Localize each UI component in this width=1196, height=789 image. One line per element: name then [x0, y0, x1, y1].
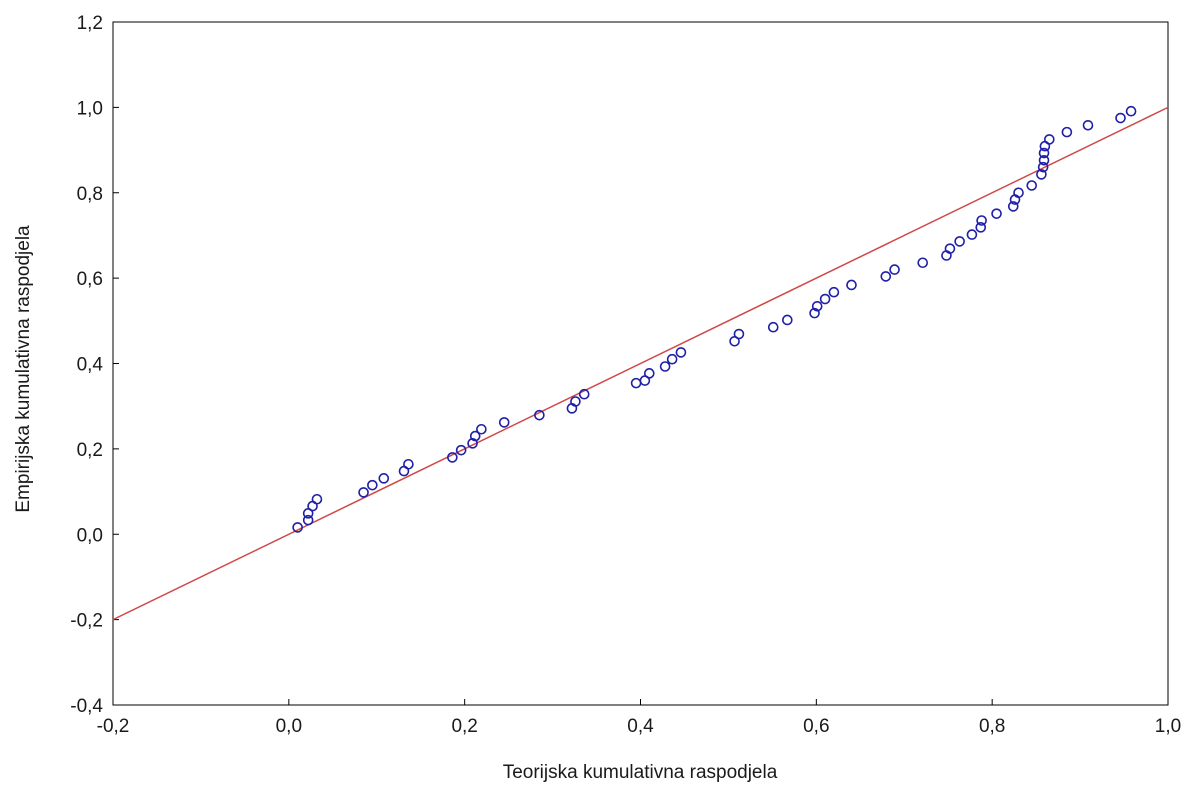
y-tick-label: 0,0 — [77, 525, 103, 546]
data-point — [1061, 126, 1073, 138]
data-point — [534, 409, 545, 421]
data-point — [846, 279, 857, 291]
data-point — [880, 271, 892, 282]
data-points — [292, 105, 1137, 533]
x-tick-label: 0,4 — [627, 716, 654, 737]
data-point — [358, 487, 369, 498]
data-point — [643, 368, 655, 379]
data-point — [578, 388, 590, 400]
data-point — [1125, 105, 1137, 117]
data-point — [476, 423, 487, 435]
data-point — [954, 236, 965, 247]
data-point — [819, 293, 831, 305]
x-axis-ticks: -0,2 0,0 0,2 0,4 0,6 0,8 1,0 — [97, 699, 1181, 737]
data-point — [659, 361, 671, 372]
data-point — [455, 444, 467, 456]
x-tick-label: 0,2 — [451, 716, 477, 737]
data-point — [1007, 201, 1019, 212]
data-point — [1115, 112, 1126, 124]
y-tick-label: 0,2 — [77, 440, 103, 461]
data-point — [811, 300, 823, 312]
y-tick-label: 0,8 — [77, 184, 103, 205]
data-point — [809, 307, 820, 319]
data-point — [469, 430, 481, 442]
y-tick-label: 0,6 — [77, 269, 103, 290]
data-point — [1044, 134, 1055, 145]
x-tick-label: 1,0 — [1155, 716, 1181, 737]
data-point — [889, 264, 900, 275]
data-point — [447, 452, 458, 463]
x-tick-label: 0,6 — [803, 716, 829, 737]
y-tick-label: 1,0 — [77, 98, 103, 119]
data-point — [966, 229, 978, 240]
data-point — [378, 473, 390, 484]
data-point — [1082, 120, 1094, 131]
data-point — [1013, 187, 1024, 199]
x-axis-title: Teorijska kumulativna raspodjela — [503, 762, 778, 783]
data-point — [991, 208, 1002, 219]
data-point — [1038, 147, 1050, 159]
data-point — [975, 222, 987, 233]
data-point — [498, 417, 510, 428]
data-point — [767, 321, 779, 333]
data-point — [467, 438, 478, 449]
data-point — [1038, 155, 1050, 166]
data-point — [1026, 180, 1038, 191]
x-tick-label: 0,8 — [979, 716, 1005, 737]
data-point — [1036, 169, 1047, 180]
data-point — [828, 286, 840, 298]
data-point — [666, 353, 678, 365]
y-tick-label: 0,4 — [77, 355, 104, 376]
x-tick-label: 0,0 — [276, 716, 302, 737]
data-point — [944, 243, 956, 254]
y-axis-title: Empirijska kumulativna raspodjela — [13, 225, 34, 513]
y-axis-ticks: -0,4 -0,2 0,0 0,2 0,4 0,6 0,8 1,0 1,2 — [70, 13, 119, 717]
data-point — [1037, 161, 1049, 173]
data-point — [733, 328, 745, 340]
data-point — [570, 396, 581, 407]
reference-line — [112, 106, 1169, 621]
data-point — [782, 314, 793, 326]
data-point — [675, 347, 687, 358]
data-point — [917, 257, 929, 269]
data-point — [292, 522, 303, 533]
y-tick-label: -0,4 — [70, 696, 103, 717]
data-point — [403, 458, 414, 470]
x-tick-label: -0,2 — [97, 716, 130, 737]
data-point — [367, 479, 378, 491]
data-point — [976, 215, 987, 226]
data-point — [302, 514, 314, 526]
y-tick-label: 1,2 — [77, 13, 103, 34]
y-tick-label: -0,2 — [70, 611, 103, 632]
data-point — [311, 493, 323, 505]
